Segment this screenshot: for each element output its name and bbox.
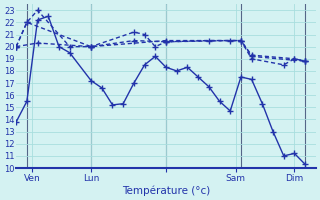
X-axis label: Température (°c): Température (°c) — [122, 185, 210, 196]
